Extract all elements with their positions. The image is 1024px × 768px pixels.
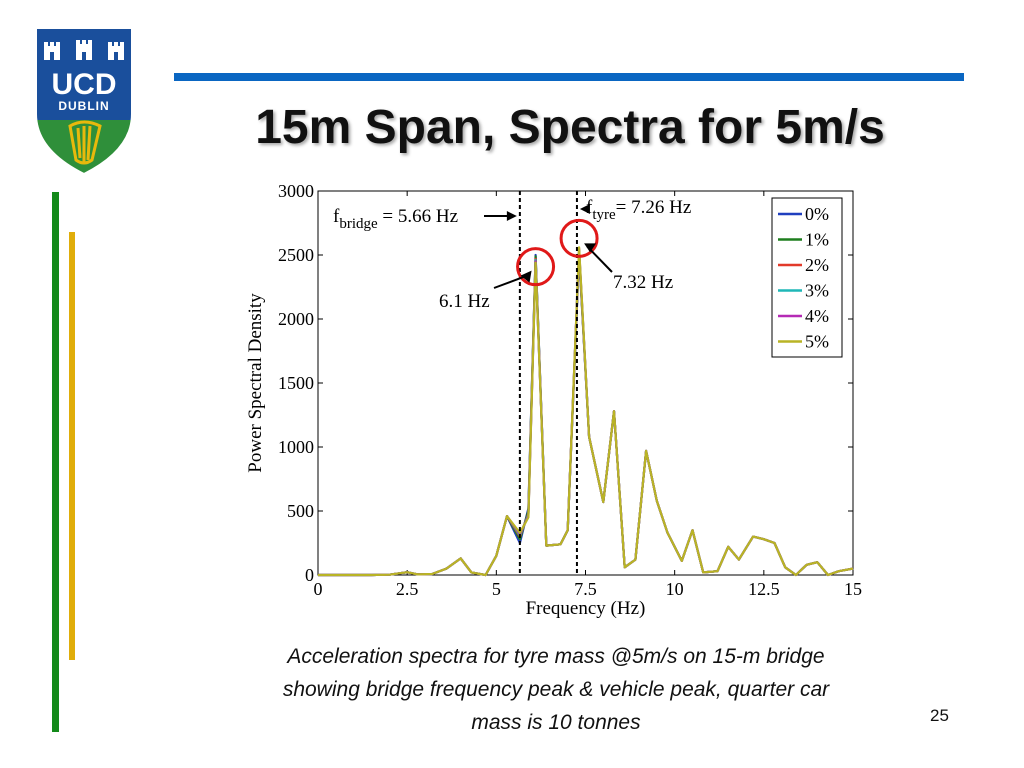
ucd-logo: UCD DUBLIN <box>35 27 133 176</box>
logo-text-ucd: UCD <box>52 68 117 101</box>
y-tick-label: 3000 <box>278 181 314 201</box>
legend-entry: 2% <box>805 255 829 275</box>
x-tick-label: 7.5 <box>574 579 597 599</box>
y-tick-label: 500 <box>287 501 314 521</box>
y-tick-label: 2500 <box>278 245 314 265</box>
y-tick-label: 2000 <box>278 309 314 329</box>
legend-entry: 1% <box>805 230 829 250</box>
title-underline <box>174 73 964 81</box>
decorative-bar-green <box>52 192 59 732</box>
slide-caption: Acceleration spectra for tyre mass @5m/s… <box>200 640 912 739</box>
x-axis-label: Frequency (Hz) <box>526 598 646 619</box>
psd-chart: fbridge = 5.66 Hzftyre= 7.26 Hz6.1 Hz7.3… <box>245 181 862 619</box>
page-number: 25 <box>930 706 949 725</box>
peak2-arrowhead <box>584 243 597 253</box>
caption-line: Acceleration spectra for tyre mass @5m/s… <box>287 645 825 668</box>
peak1-arrowhead <box>520 270 532 283</box>
x-tick-label: 15 <box>844 579 862 599</box>
x-tick-label: 10 <box>666 579 684 599</box>
decorative-bar-gold <box>69 232 75 660</box>
slide-title: 15m Span, Spectra for 5m/s <box>255 101 885 154</box>
x-tick-label: 0 <box>314 579 323 599</box>
y-tick-label: 1000 <box>278 437 314 457</box>
series-line <box>318 246 854 577</box>
y-axis-label: Power Spectral Density <box>245 293 266 473</box>
logo-text-dublin: DUBLIN <box>58 99 109 113</box>
caption-line: mass is 10 tonnes <box>471 711 641 734</box>
legend-entry: 0% <box>805 204 829 224</box>
legend-entry: 3% <box>805 281 829 301</box>
bridge-arrowhead <box>506 211 517 221</box>
bridge-frequency-label: fbridge = 5.66 Hz <box>333 206 458 232</box>
peak-label-6-1: 6.1 Hz <box>439 291 490 312</box>
peak-highlight-circle <box>559 218 599 258</box>
legend-entry: 4% <box>805 306 829 326</box>
peak2-arrow <box>586 245 613 273</box>
legend-entry: 5% <box>805 332 829 352</box>
harp-icon <box>68 120 102 165</box>
caption-line: showing bridge frequency peak & vehicle … <box>282 678 830 701</box>
peak-highlight-circle <box>516 247 556 287</box>
y-tick-label: 1500 <box>278 373 314 393</box>
peak-label-7-32: 7.32 Hz <box>613 272 673 293</box>
legend-box <box>771 197 843 358</box>
x-tick-label: 5 <box>492 579 501 599</box>
y-tick-label: 0 <box>305 565 314 585</box>
x-tick-label: 12.5 <box>748 579 780 599</box>
x-tick-label: 2.5 <box>396 579 419 599</box>
tyre-arrowhead <box>579 204 590 214</box>
